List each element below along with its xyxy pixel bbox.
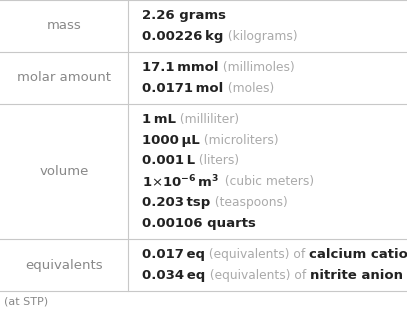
Text: 0.00106 quarts: 0.00106 quarts — [142, 217, 256, 230]
Text: molar amount: molar amount — [17, 71, 111, 84]
Text: 1 mL: 1 mL — [142, 113, 176, 126]
Text: (moles): (moles) — [223, 82, 274, 95]
Text: (liters): (liters) — [195, 155, 240, 167]
Text: (milliliter): (milliliter) — [176, 113, 239, 126]
Text: 0.0171 mol: 0.0171 mol — [142, 82, 223, 95]
Text: 0.001 L: 0.001 L — [142, 155, 195, 167]
Text: 0.034 eq: 0.034 eq — [142, 269, 206, 282]
Text: calcium cation: calcium cation — [309, 248, 407, 261]
Text: 0.203 tsp: 0.203 tsp — [142, 196, 210, 209]
Text: (equivalents) of: (equivalents) of — [206, 269, 310, 282]
Text: (cubic meters): (cubic meters) — [221, 175, 315, 188]
Text: 2.26 grams: 2.26 grams — [142, 9, 226, 22]
Text: 17.1 mmol: 17.1 mmol — [142, 61, 219, 74]
Text: nitrite anion: nitrite anion — [310, 269, 403, 282]
Text: (microliters): (microliters) — [200, 134, 279, 146]
Text: $\mathbf{1}{\times}\mathbf{10}^{\mathbf{-6}}\,\mathbf{m}^{\mathbf{3}}$: $\mathbf{1}{\times}\mathbf{10}^{\mathbf{… — [142, 174, 219, 190]
Text: 1000 μL: 1000 μL — [142, 134, 200, 146]
Text: (at STP): (at STP) — [4, 297, 48, 307]
Text: (kilograms): (kilograms) — [224, 30, 297, 43]
Text: (millimoles): (millimoles) — [219, 61, 295, 74]
Text: (teaspoons): (teaspoons) — [210, 196, 287, 209]
Text: mass: mass — [47, 19, 81, 33]
Text: 0.017 eq: 0.017 eq — [142, 248, 205, 261]
Text: equivalents: equivalents — [25, 259, 103, 272]
Text: (equivalents) of: (equivalents) of — [205, 248, 309, 261]
Text: 0.00226 kg: 0.00226 kg — [142, 30, 224, 43]
Text: volume: volume — [39, 165, 89, 178]
